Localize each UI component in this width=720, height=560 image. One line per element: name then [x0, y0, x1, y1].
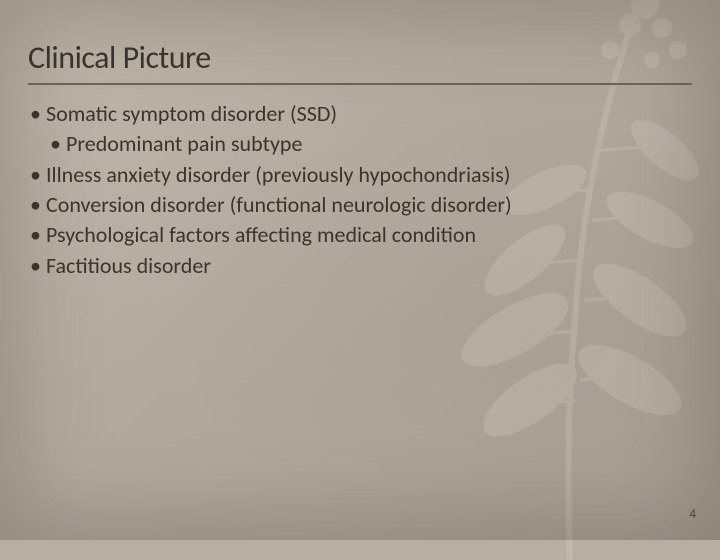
list-item: Somatic symptom disorder (SSD)	[28, 99, 692, 129]
list-item: Conversion disorder (functional neurolog…	[28, 190, 692, 220]
list-item: Predominant pain subtype	[48, 129, 692, 159]
slide-title: Clinical Picture	[28, 38, 692, 77]
list-item: Psychological factors affecting medical …	[28, 220, 692, 250]
bullet-list: Somatic symptom disorder (SSD) Predomina…	[28, 99, 692, 281]
page-number: 4	[689, 507, 696, 522]
list-item: Illness anxiety disorder (previously hyp…	[28, 160, 692, 190]
slide-content: Clinical Picture Somatic symptom disorde…	[0, 0, 720, 281]
list-item: Factitious disorder	[28, 251, 692, 281]
title-underline	[28, 83, 692, 85]
